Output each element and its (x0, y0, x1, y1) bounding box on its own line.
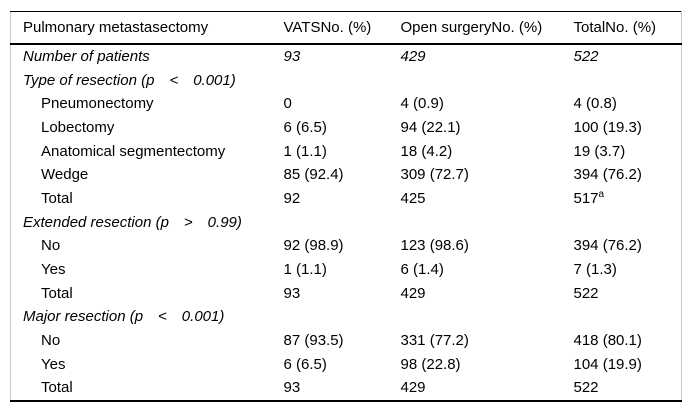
column-header-total: TotalNo. (%) (573, 11, 682, 45)
total-cell: 394 (76.2) (573, 237, 642, 255)
row-label: Total (41, 189, 73, 207)
vats-cell: 85 (92.4) (283, 166, 344, 184)
vats-cell: 0 (283, 95, 292, 113)
header-row: Pulmonary metastasectomy VATSNo. (%) Ope… (10, 11, 682, 45)
vats-cell: 92 (283, 189, 301, 207)
total-cell: 7 (1.3) (573, 261, 617, 279)
row-label: Yes (41, 355, 66, 373)
table-row: Total 93 429 522 (11, 282, 682, 306)
total-cell: 100 (19.3) (573, 118, 642, 136)
open-surgery-cell (401, 69, 574, 93)
footnote-marker: a (598, 188, 605, 200)
table-row: Lobectomy 6 (6.5) 94 (22.1) 100 (19.3) (11, 116, 682, 140)
section-row: Major resection (p < 0.001) (11, 306, 682, 330)
vats-cell (284, 211, 401, 235)
row-label: Major resection (p < 0.001) (23, 308, 225, 326)
vats-cell: 93 (283, 379, 301, 397)
open-surgery-cell: 309 (72.7) (400, 166, 469, 184)
table-row: Total 92 425 517a (11, 187, 682, 211)
vats-cell: 93 (283, 47, 301, 65)
total-cell: 394 (76.2) (573, 166, 642, 184)
vats-cell (284, 306, 401, 330)
total-cell (574, 69, 682, 93)
row-label: Number of patients (23, 47, 150, 65)
total-cell: 522 (573, 284, 599, 302)
table-row: No 92 (98.9) 123 (98.6) 394 (76.2) (11, 235, 682, 259)
table-row: Wedge 85 (92.4) 309 (72.7) 394 (76.2) (11, 163, 682, 187)
vats-cell (284, 69, 401, 93)
open-surgery-cell: 94 (22.1) (400, 118, 461, 136)
table-row: No 87 (93.5) 331 (77.2) 418 (80.1) (11, 329, 682, 353)
vats-cell: 93 (283, 284, 301, 302)
open-surgery-cell: 331 (77.2) (400, 332, 469, 350)
column-header-open-surgery: Open surgeryNo. (%) (400, 11, 574, 45)
total-value: 517 (573, 189, 599, 207)
column-header-pulmonary-metastasectomy: Pulmonary metastasectomy (10, 11, 284, 45)
open-surgery-cell (401, 211, 574, 235)
open-surgery-cell: 6 (1.4) (400, 261, 444, 279)
vats-cell: 1 (1.1) (283, 261, 327, 279)
row-label: Anatomical segmentectomy (41, 142, 226, 160)
total-cell: 4 (0.8) (573, 95, 617, 113)
total-cell (574, 211, 682, 235)
table-row: Total 93 429 522 (11, 377, 682, 402)
row-label: Type of resection (p < 0.001) (23, 71, 236, 89)
section-row: Type of resection (p < 0.001) (11, 69, 682, 93)
table-row: Yes 6 (6.5) 98 (22.8) 104 (19.9) (11, 353, 682, 377)
open-surgery-cell (401, 306, 574, 330)
table-row: Pneumonectomy 0 4 (0.9) 4 (0.8) (11, 92, 682, 116)
total-cell: 522 (573, 47, 599, 65)
total-cell: 517a (574, 187, 682, 211)
row-label: No (41, 237, 61, 255)
open-surgery-cell: 18 (4.2) (400, 142, 453, 160)
row-label: Total (41, 379, 73, 397)
vats-cell: 1 (1.1) (283, 142, 327, 160)
row-label: Extended resection (p > 0.99) (23, 213, 242, 231)
row-label: Yes (41, 261, 66, 279)
open-surgery-cell: 425 (400, 189, 426, 207)
vats-cell: 6 (6.5) (283, 118, 327, 136)
vats-cell: 92 (98.9) (283, 237, 344, 255)
total-cell: 104 (19.9) (573, 355, 642, 373)
row-label: Lobectomy (41, 118, 115, 136)
pulmonary-metastasectomy-table: Pulmonary metastasectomy VATSNo. (%) Ope… (10, 11, 682, 403)
row-label: Pneumonectomy (41, 95, 154, 113)
open-surgery-cell: 429 (400, 284, 426, 302)
open-surgery-cell: 123 (98.6) (400, 237, 469, 255)
total-cell: 522 (573, 379, 599, 397)
open-surgery-cell: 429 (400, 379, 426, 397)
column-header-vats: VATSNo. (%) (283, 11, 401, 45)
total-cell: 19 (3.7) (573, 142, 626, 160)
total-cell: 418 (80.1) (573, 332, 642, 350)
row-label: No (41, 332, 61, 350)
vats-cell: 87 (93.5) (283, 332, 344, 350)
table-row: Yes 1 (1.1) 6 (1.4) 7 (1.3) (11, 258, 682, 282)
table-row: Number of patients 93 429 522 (11, 44, 682, 69)
open-surgery-cell: 4 (0.9) (400, 95, 444, 113)
section-row: Extended resection (p > 0.99) (11, 211, 682, 235)
table-row: Anatomical segmentectomy 1 (1.1) 18 (4.2… (11, 140, 682, 164)
vats-cell: 6 (6.5) (283, 355, 327, 373)
row-label: Total (41, 284, 73, 302)
open-surgery-cell: 98 (22.8) (400, 355, 461, 373)
total-cell (574, 306, 682, 330)
open-surgery-cell: 429 (400, 47, 426, 65)
row-label: Wedge (41, 166, 89, 184)
